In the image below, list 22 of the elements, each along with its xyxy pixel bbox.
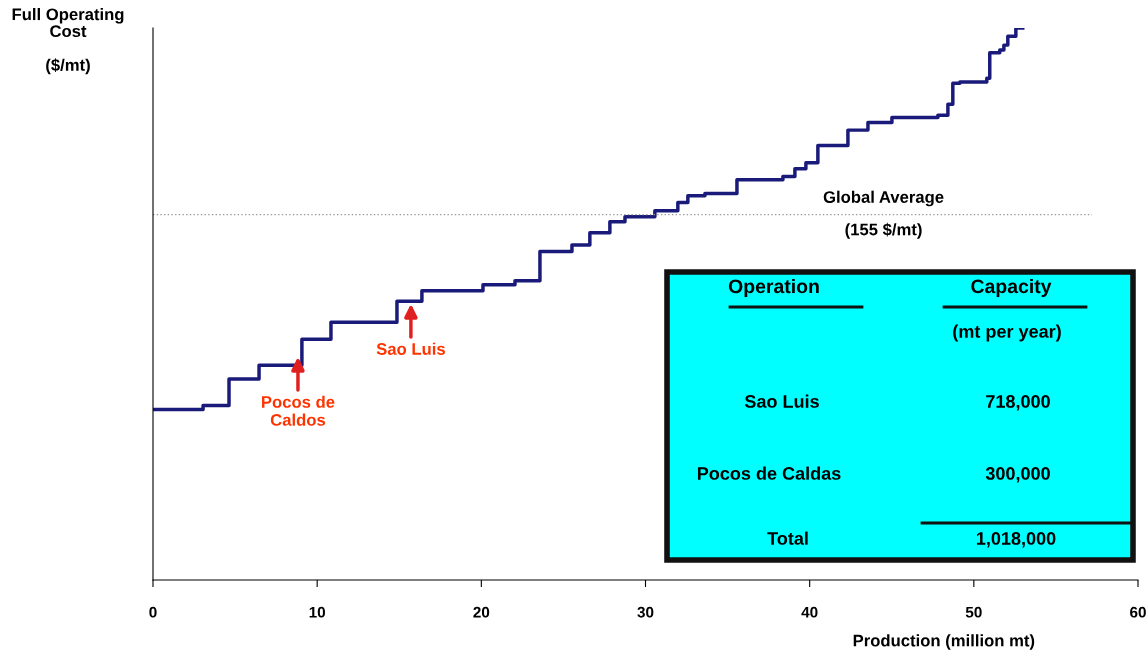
- annotation: Total: [767, 531, 808, 545]
- annotation: 718,000: [986, 395, 1050, 411]
- annotation: Pocos de Caldas: [697, 466, 841, 480]
- annotation: (155 $/mt): [845, 222, 922, 239]
- x-tick-label: 40: [801, 606, 818, 618]
- x-tick-label: 20: [473, 606, 490, 618]
- annotation: Pocos de Caldos: [262, 395, 335, 426]
- annotation: (mt per year): [953, 324, 1061, 342]
- x-tick-label: 30: [637, 606, 654, 618]
- annotation: Sao Luis: [376, 342, 445, 355]
- annotation: 1,018,000: [976, 532, 1056, 548]
- annotation: 300,000: [985, 467, 1050, 483]
- annotation: Sao Luis: [744, 394, 819, 408]
- x-tick-label: 60: [1130, 606, 1146, 618]
- x-axis-title: Production (million mt): [853, 634, 1035, 650]
- annotation: Operation: [728, 278, 819, 298]
- text: Full Operating Cost ($/mt): [12, 8, 124, 75]
- x-tick-label: 50: [965, 606, 982, 618]
- x-tick-label: 10: [309, 606, 326, 618]
- ref-line-label: Global Average: [823, 190, 944, 207]
- annotation: Capacity: [971, 278, 1052, 298]
- x-tick-label: 0: [149, 606, 157, 618]
